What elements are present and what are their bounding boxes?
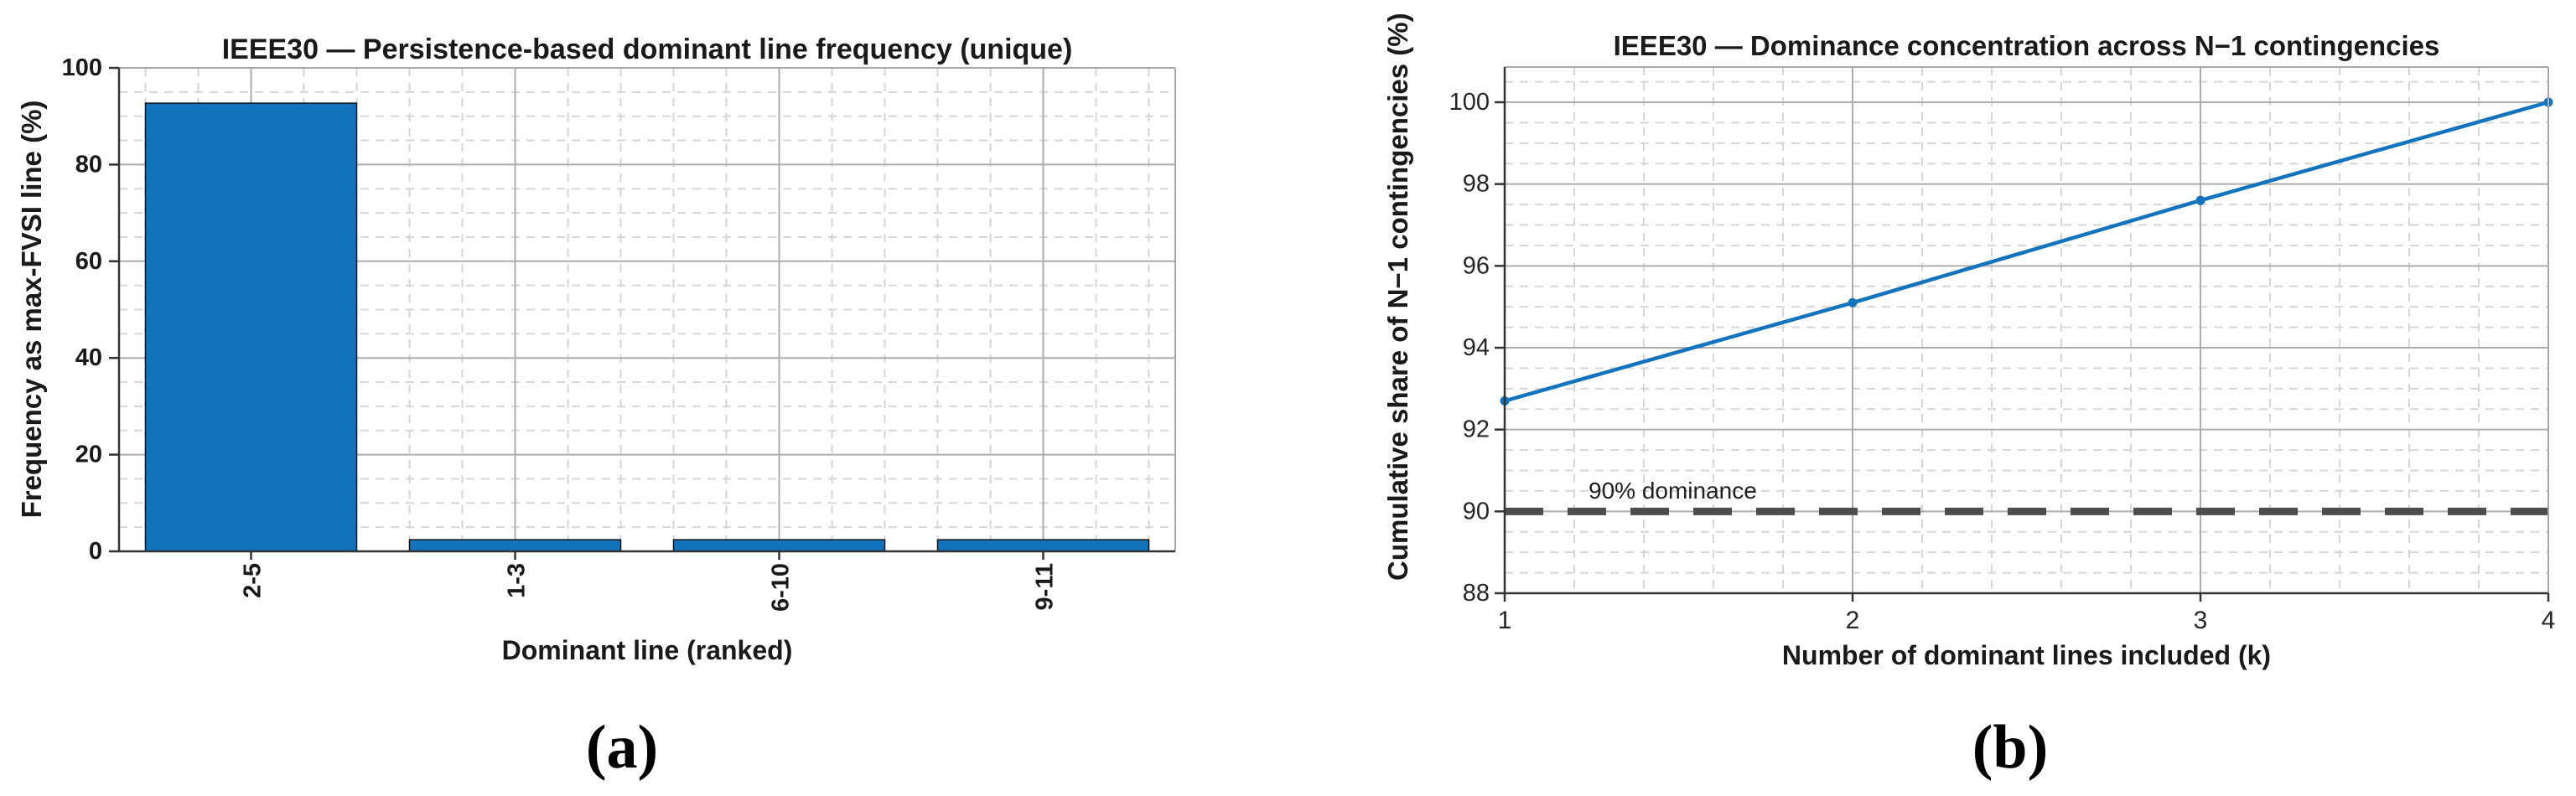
x-tick-label-1-3: 1-3 (504, 563, 531, 598)
y-tick-label-90: 90 (1463, 498, 1490, 525)
x-tick-label-6-10: 6-10 (768, 563, 795, 612)
panel-b-ticks: 88 90 92 94 96 98 100 1 2 3 4 (1449, 89, 2556, 634)
y-tick-label-100: 100 (1449, 89, 1490, 116)
panel-b-title: IEEE30 — Dominance concentration across … (1613, 30, 2440, 61)
x-tick-label-9-11: 9-11 (1032, 563, 1059, 610)
panel-b-caption-label: (b) (1972, 713, 2049, 782)
bar-chart-panel-a: 0 20 40 60 80 100 2-5 1-3 6-10 9-11 (62, 54, 1176, 612)
cumulative-share-line (1504, 100, 2549, 403)
y-tick-label-60: 60 (75, 248, 102, 275)
x-tick-label-2-5: 2-5 (240, 563, 267, 598)
panel-a-title: IEEE30 — Persistence-based dominant line… (221, 34, 1073, 65)
panel-b-x-axis-label: Number of dominant lines included (k) (1781, 640, 2272, 670)
panel-a-x-axis-label: Dominant line (ranked) (501, 635, 793, 665)
bar-6-10 (672, 539, 886, 552)
panel-a-y-axis-label: Frequency as max-FVSI line (%) (16, 100, 47, 519)
bar-2-5 (144, 102, 358, 552)
x-tick-label-2: 2 (1846, 607, 1860, 634)
y-tick-label-40: 40 (75, 344, 102, 371)
y-tick-label-20: 20 (75, 442, 102, 468)
bar-9-11 (936, 539, 1150, 552)
y-tick-label-100: 100 (62, 54, 102, 81)
y-tick-label-0: 0 (89, 538, 102, 565)
y-tick-label-96: 96 (1463, 252, 1490, 279)
panel-b-y-axis-label: Cumulative share of N−1 contingencies (%… (1382, 13, 1413, 581)
panel-a-caption-label: (a) (585, 713, 659, 782)
panel-a-ticks: 0 20 40 60 80 100 2-5 1-3 6-10 9-11 (62, 54, 1059, 612)
data-point-k3 (2195, 195, 2205, 205)
panel-a-bars (144, 102, 1150, 552)
y-tick-label-92: 92 (1463, 416, 1490, 443)
bar-1-3 (408, 539, 622, 552)
line-chart-panel-b: 88 90 92 94 96 98 100 1 2 3 4 (1449, 66, 2556, 634)
panel-b-major-grid (1505, 67, 2548, 593)
x-tick-label-3: 3 (2194, 607, 2208, 634)
y-tick-label-80: 80 (75, 151, 102, 178)
data-point-k2 (1848, 297, 1858, 308)
threshold-90-percent-label: 90% dominance (1589, 478, 1757, 504)
y-tick-label-98: 98 (1463, 171, 1490, 198)
y-tick-label-94: 94 (1463, 334, 1490, 361)
y-tick-label-88: 88 (1463, 580, 1490, 607)
x-tick-label-1: 1 (1498, 607, 1512, 634)
panel-b-minor-grid (1505, 67, 2548, 593)
x-tick-label-4: 4 (2542, 607, 2556, 634)
